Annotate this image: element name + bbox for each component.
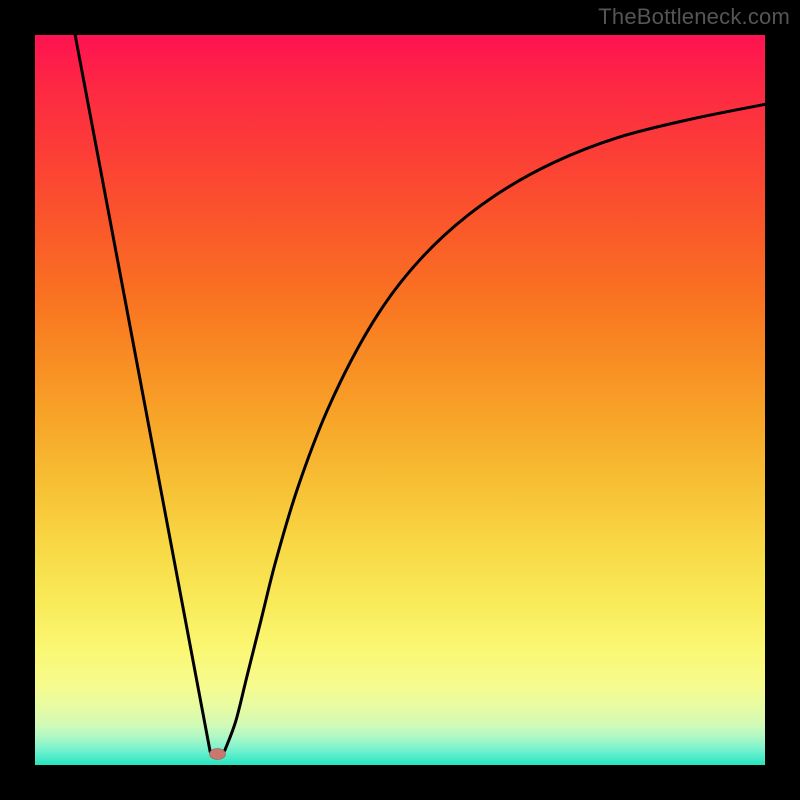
chart-curve-layer xyxy=(35,35,765,765)
watermark-text: TheBottleneck.com xyxy=(598,4,790,30)
minimum-marker xyxy=(210,749,226,760)
bottleneck-curve xyxy=(75,35,765,752)
plot-area xyxy=(35,35,765,765)
